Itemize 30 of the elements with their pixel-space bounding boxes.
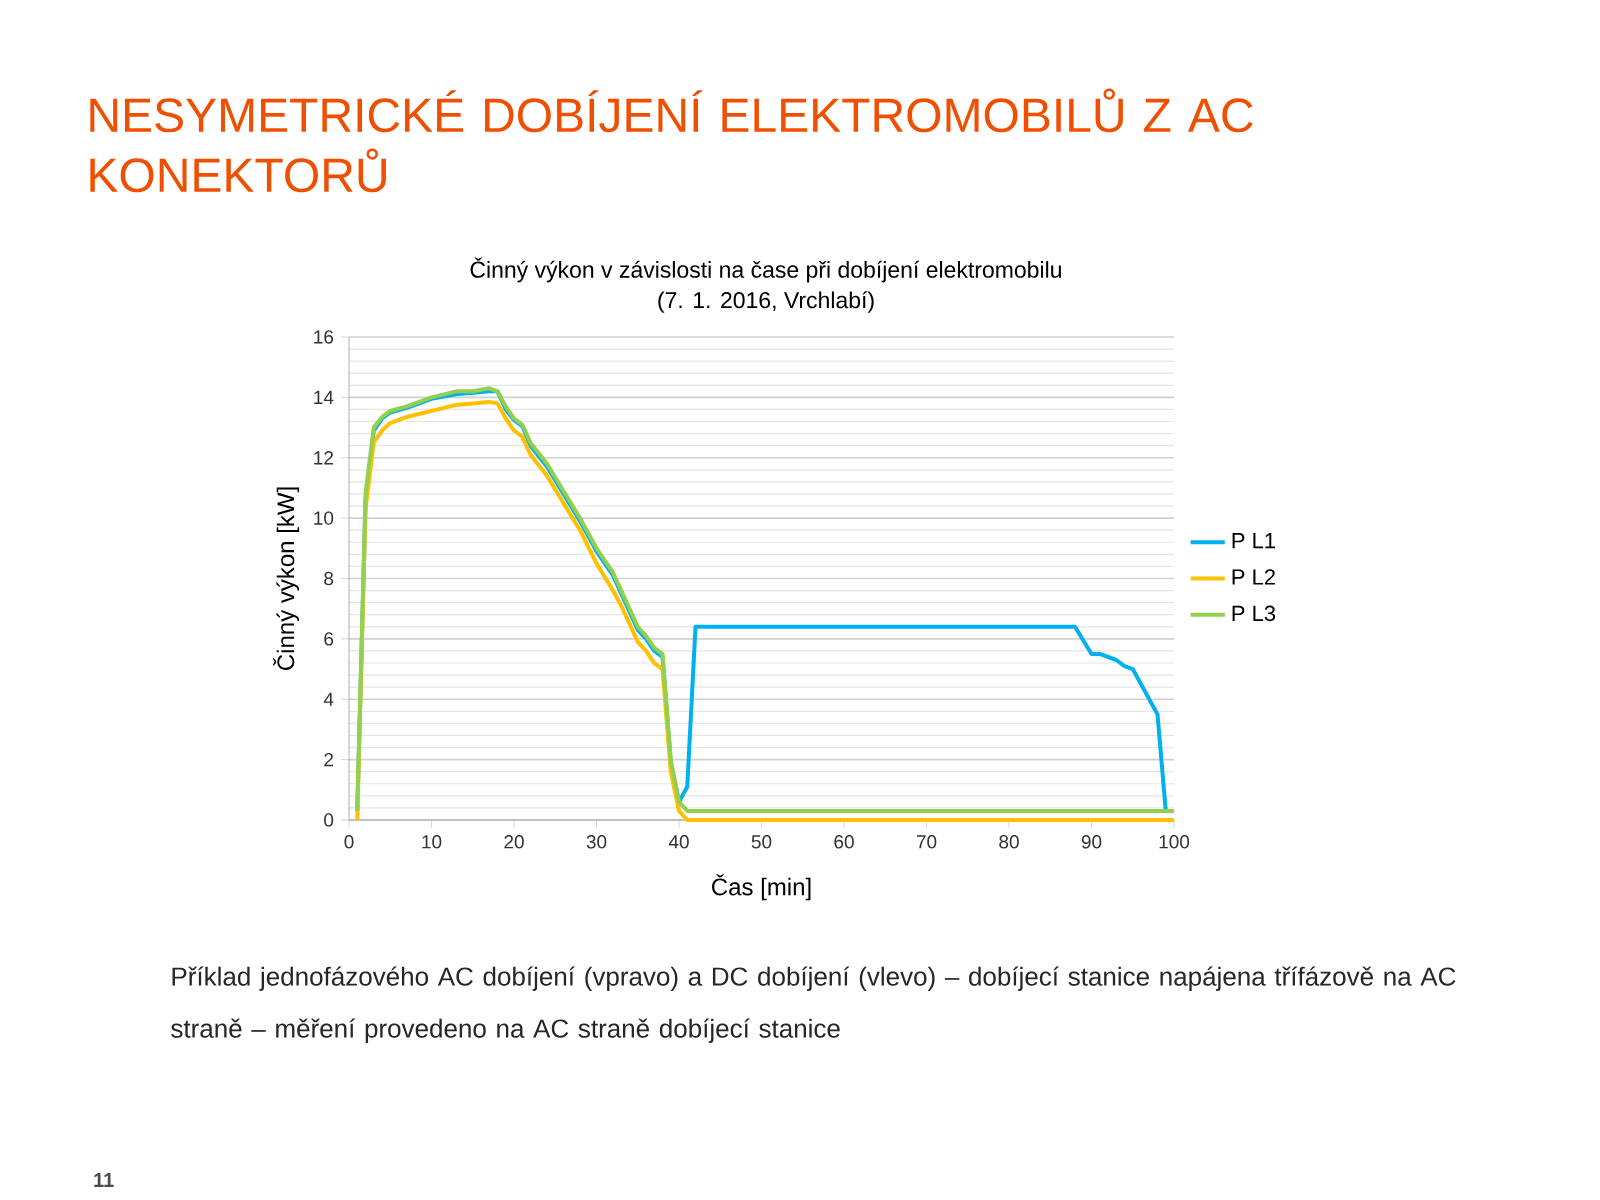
x-tick-label: 80	[999, 835, 1019, 849]
y-axis-title: Činný výkon [kW]	[273, 487, 300, 670]
x-tick-label: 90	[1081, 835, 1102, 849]
chart-subtitle: Činný výkon v závislosti na čase při dobíjení elektromobilu	[470, 257, 1061, 283]
x-axis-title: Čas [min]	[712, 874, 811, 901]
y-tick-label: 8	[324, 571, 334, 586]
y-tick-label: 0	[324, 813, 334, 827]
legend-label: P L1	[1232, 533, 1275, 549]
y-tick-label: 6	[324, 632, 334, 646]
x-tick-label: 30	[586, 835, 607, 849]
text: Příklad jednofázového AC dobíjení (vpravo) a DC dobíjení (vlevo) – dobíjecí stanice napájena třífázově na AC straně – měření provedeno na AC straně dobíjecí stanice	[171, 966, 1456, 1043]
legend-label: P L3	[1232, 605, 1276, 622]
text: 11	[94, 1173, 114, 1187]
y-tick-label: 12	[314, 451, 333, 465]
y-tick-label: 14	[314, 390, 334, 404]
y-tick-label: 10	[314, 511, 334, 525]
x-tick-label: 50	[751, 835, 772, 849]
y-tick-label: 2	[324, 752, 333, 767]
x-tick-label: 40	[668, 835, 689, 849]
x-tick-label: 70	[916, 835, 937, 849]
x-tick-label: 0	[344, 835, 354, 849]
y-tick-label: 16	[314, 330, 334, 344]
legend-label: P L2	[1232, 569, 1275, 585]
x-tick-label: 10	[422, 835, 442, 849]
text: (7. 1. 2016, Vrchlabí)	[658, 291, 874, 313]
chart-title: NESYMETRICKÉ DOBÍJENÍ ELEKTROMOBILŮ Z AC KONEKTORŮ	[90, 88, 1253, 193]
x-tick-label: 100	[1159, 835, 1190, 849]
x-tick-label: 20	[504, 835, 524, 849]
y-tick-label: 4	[323, 692, 334, 706]
x-tick-label: 60	[834, 835, 854, 849]
